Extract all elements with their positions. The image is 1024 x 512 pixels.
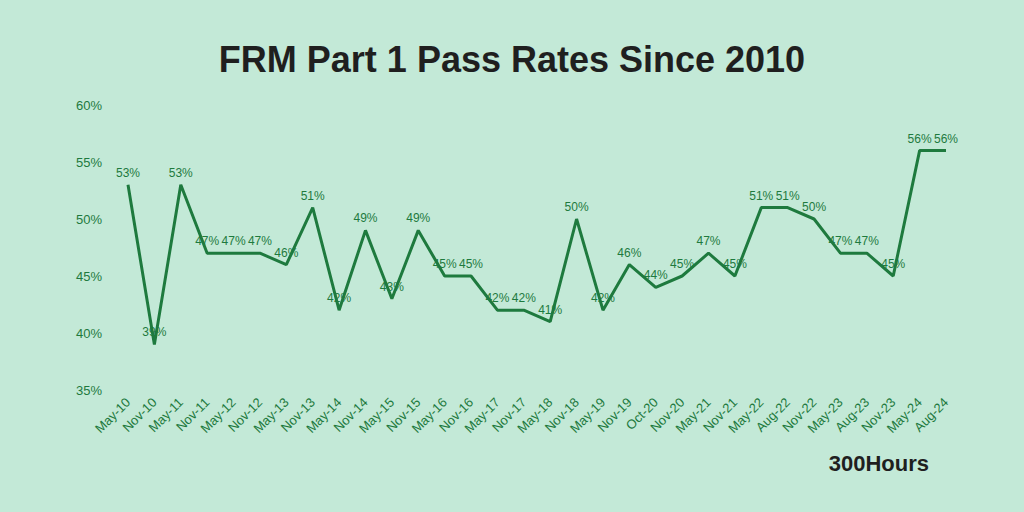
svg-text:May-12: May-12 [197,394,239,436]
svg-text:45%: 45% [459,257,483,271]
svg-text:Nov-18: Nov-18 [541,394,582,435]
svg-text:May-22: May-22 [725,394,767,436]
svg-text:Nov-16: Nov-16 [436,394,477,435]
svg-text:May-11: May-11 [145,394,187,436]
svg-text:45%: 45% [881,257,905,271]
svg-text:55%: 55% [76,155,102,170]
svg-text:May-13: May-13 [250,394,292,436]
svg-text:May-23: May-23 [804,394,846,436]
svg-text:47%: 47% [828,234,852,248]
svg-text:50%: 50% [802,200,826,214]
svg-text:Nov-13: Nov-13 [277,394,318,435]
svg-text:45%: 45% [433,257,457,271]
svg-text:51%: 51% [301,189,325,203]
svg-text:42%: 42% [512,291,536,305]
svg-text:42%: 42% [485,291,509,305]
svg-text:35%: 35% [76,383,102,398]
svg-text:Nov-15: Nov-15 [383,394,424,435]
svg-text:51%: 51% [776,189,800,203]
svg-text:42%: 42% [591,291,615,305]
svg-text:47%: 47% [697,234,721,248]
svg-text:41%: 41% [538,303,562,317]
svg-text:May-21: May-21 [672,394,714,436]
svg-text:42%: 42% [327,291,351,305]
svg-text:56%: 56% [934,132,958,146]
svg-text:47%: 47% [248,234,272,248]
svg-text:Aug-24: Aug-24 [911,395,951,435]
svg-text:49%: 49% [406,211,430,225]
svg-text:Nov-12: Nov-12 [225,394,266,435]
svg-text:47%: 47% [855,234,879,248]
svg-text:Nov-19: Nov-19 [594,394,635,435]
svg-text:51%: 51% [749,189,773,203]
svg-text:May-15: May-15 [356,394,398,436]
svg-text:50%: 50% [76,212,102,227]
svg-text:60%: 60% [76,98,102,113]
svg-text:Nov-22: Nov-22 [779,394,820,435]
svg-text:47%: 47% [195,234,219,248]
svg-text:Nov-20: Nov-20 [647,394,688,435]
svg-text:44%: 44% [644,268,668,282]
svg-text:May-24: May-24 [883,394,925,436]
svg-text:46%: 46% [617,246,641,260]
svg-text:FRM Part 1 Pass Rates Since 20: FRM Part 1 Pass Rates Since 2010 [219,39,805,80]
svg-text:45%: 45% [76,269,102,284]
svg-text:Oct-20: Oct-20 [622,394,661,433]
svg-text:May-18: May-18 [514,394,556,436]
svg-text:May-14: May-14 [303,394,345,436]
svg-text:39%: 39% [142,325,166,339]
svg-text:56%: 56% [908,132,932,146]
svg-text:47%: 47% [222,234,246,248]
svg-text:40%: 40% [76,326,102,341]
svg-text:45%: 45% [723,257,747,271]
svg-text:Aug-23: Aug-23 [831,394,873,435]
svg-text:Nov-17: Nov-17 [488,394,530,435]
svg-text:Nov-14: Nov-14 [330,394,371,435]
svg-text:49%: 49% [353,211,377,225]
svg-text:53%: 53% [116,166,140,180]
svg-text:Aug-22: Aug-22 [752,394,793,435]
svg-text:May-17: May-17 [461,394,503,436]
svg-text:46%: 46% [274,246,298,260]
svg-text:Nov-21: Nov-21 [700,394,741,435]
svg-text:43%: 43% [380,280,404,294]
svg-text:45%: 45% [670,257,694,271]
svg-text:Nov-11: Nov-11 [172,394,213,435]
svg-text:May-19: May-19 [567,394,609,436]
svg-text:May-10: May-10 [92,394,134,436]
svg-text:May-16: May-16 [408,394,450,436]
svg-text:53%: 53% [169,166,193,180]
svg-text:50%: 50% [565,200,589,214]
svg-text:Nov-10: Nov-10 [119,394,160,435]
svg-text:300Hours: 300Hours [829,451,929,476]
svg-text:Nov-23: Nov-23 [858,394,899,435]
